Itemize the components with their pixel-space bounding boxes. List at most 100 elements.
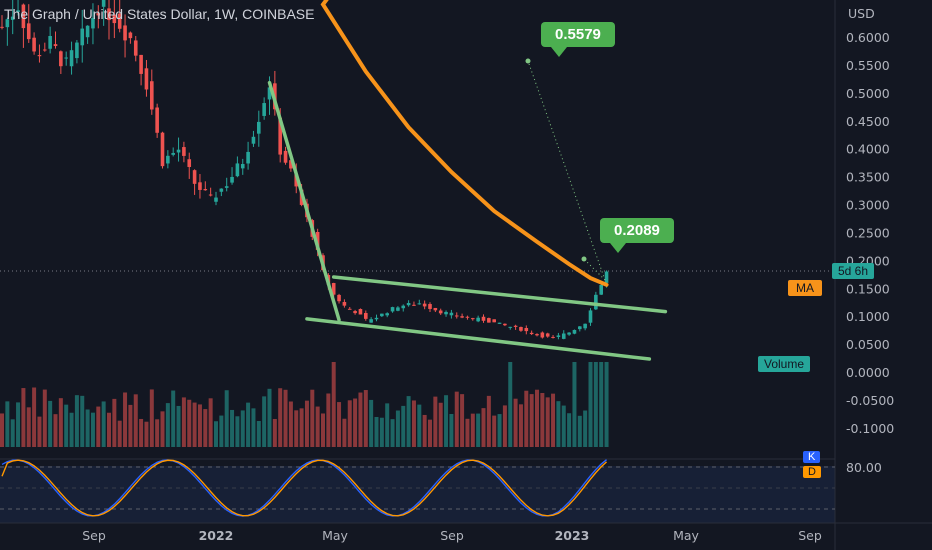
candle-body [0, 26, 4, 28]
volume-bar [187, 399, 192, 447]
volume-bar [288, 401, 293, 447]
candle-body [465, 316, 470, 318]
volume-badge[interactable]: Volume [758, 356, 811, 372]
volume-bar [422, 414, 427, 447]
trendline-descending[interactable] [267, 80, 341, 322]
volume-bar [470, 413, 475, 447]
candle-body [128, 32, 133, 39]
candle-body [133, 40, 138, 56]
volume-bar [262, 396, 267, 447]
candle-body [85, 25, 90, 38]
volume-bar [149, 389, 154, 447]
volume-bar [96, 406, 101, 447]
candle-body [198, 182, 202, 190]
volume-bar [337, 402, 342, 447]
volume-bar [369, 399, 374, 447]
k-badge: K [803, 451, 821, 463]
countdown-badge: 5d 6h [832, 263, 875, 279]
candle-body [492, 319, 496, 323]
volume-bar [0, 413, 4, 447]
volume-bar [331, 362, 336, 447]
time-tick-label: Sep [440, 528, 464, 543]
volume-bar [502, 405, 507, 447]
candle-body [176, 149, 181, 153]
volume-bar [42, 389, 47, 447]
candle-body [75, 42, 79, 59]
candle-body [208, 194, 213, 196]
volume-bar [21, 388, 26, 447]
candle-body [588, 310, 593, 323]
trendlines[interactable] [267, 80, 668, 361]
volume-bar [593, 362, 598, 447]
candle-body [529, 332, 534, 335]
trendline-lower_channel[interactable] [305, 317, 652, 361]
volume-bar [310, 389, 315, 447]
volume-bar [438, 402, 443, 447]
price-tick-label: -0.1000 [846, 421, 894, 436]
candle-body [487, 318, 491, 323]
candle-body [337, 294, 341, 302]
volume-bar [363, 390, 368, 447]
volume-bar [101, 401, 106, 447]
volume-bar [283, 389, 288, 447]
candle-body [251, 136, 256, 144]
stoch-d-line [1, 459, 608, 517]
volume-bar [529, 394, 534, 447]
candle-body [96, 13, 101, 16]
volume-bar [460, 394, 465, 447]
candle-body [604, 271, 609, 283]
volume-bar [251, 408, 256, 447]
volume-bar [5, 401, 10, 447]
volume-bar [123, 392, 128, 447]
target-low-callout[interactable]: 0.2089 [600, 218, 674, 253]
candle-body [369, 319, 373, 323]
volume-bar [379, 417, 384, 447]
candle-body [43, 49, 47, 51]
volume-bar [294, 410, 299, 447]
target-high-callout[interactable]: 0.5579 [541, 22, 615, 57]
candle-body [262, 103, 266, 116]
volume-bar [385, 403, 390, 447]
candle-body [508, 326, 513, 328]
time-axis[interactable]: Sep 2022 May Sep 2023 May Sep [82, 528, 822, 543]
main-pane[interactable] [0, 0, 835, 455]
candle-body [224, 186, 229, 188]
candle-body [433, 307, 438, 311]
volume-bar [465, 418, 470, 447]
candle-body [219, 188, 224, 192]
candle-body [476, 317, 480, 322]
candle-body [107, 8, 111, 21]
volume-bar [165, 403, 170, 447]
candle-body [80, 28, 85, 46]
volume-bar [513, 398, 518, 447]
candle-body [396, 307, 400, 311]
volume-bar [48, 400, 53, 447]
candle-body [347, 308, 352, 310]
volume-bar [347, 400, 352, 447]
candle-body [561, 333, 566, 339]
time-tick-label: 2023 [555, 528, 590, 543]
price-tick-label: 0.1500 [846, 281, 890, 296]
volume-bar [240, 410, 245, 447]
price-tick-label: 0.3000 [846, 198, 890, 213]
volume-bar [224, 390, 229, 447]
candle-body [171, 153, 175, 155]
projection-point-high [525, 58, 531, 64]
price-tick-label: 0.4000 [846, 142, 890, 157]
candle-body [117, 13, 122, 29]
candle-body [21, 4, 26, 29]
price-tick-label: 0.5500 [846, 58, 890, 73]
d-badge: D [803, 466, 821, 478]
time-tick-label: May [322, 528, 348, 543]
candle-body [390, 307, 395, 312]
candle-body [10, 16, 15, 20]
candle-body [112, 14, 117, 24]
trendline-upper_channel[interactable] [331, 275, 668, 314]
price-axis[interactable]: 0.6000 0.5500 0.5000 0.4500 0.4000 0.3500 0.30… [846, 30, 894, 436]
candle-body [203, 189, 208, 191]
ma-badge[interactable]: MA [788, 280, 822, 296]
volume-bar [74, 395, 79, 447]
volume-bar [492, 415, 497, 447]
volume-bar [197, 404, 202, 447]
